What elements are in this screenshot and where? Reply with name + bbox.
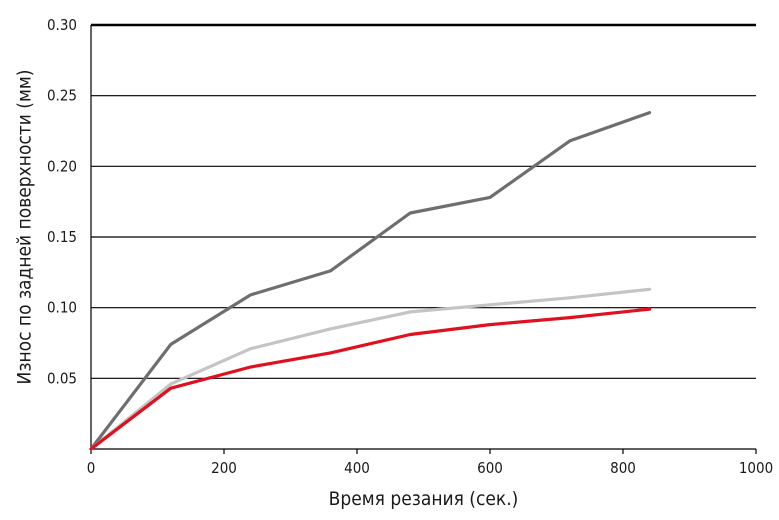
tick-labels: 0 200 400 600 800 1000 0.05 0.10 0.15 0.20 0.25 0.3… xyxy=(47,16,773,477)
y-tick-label: 0.15 xyxy=(47,228,77,246)
x-tick-label: 600 xyxy=(477,459,503,477)
y-tick-label: 0.20 xyxy=(47,157,77,175)
series-lines xyxy=(89,110,652,451)
y-axis-label: Износ по задней поверхности (мм) xyxy=(14,70,36,385)
x-tick-label: 200 xyxy=(211,459,237,477)
y-tick-label: 0.25 xyxy=(47,87,77,105)
series-line-3 xyxy=(89,307,652,451)
x-tick-label: 1000 xyxy=(739,459,773,477)
x-tick-label: 400 xyxy=(344,459,370,477)
y-tick-label: 0.10 xyxy=(47,299,77,317)
gridlines xyxy=(91,23,756,379)
x-tick-label: 800 xyxy=(610,459,636,477)
y-tick-label: 0.30 xyxy=(47,16,77,34)
x-axis-label: Время резания (сек.) xyxy=(329,488,519,510)
axes xyxy=(90,25,757,454)
x-tick-label: 0 xyxy=(87,459,96,477)
series-line-2 xyxy=(89,287,652,451)
y-tick-label: 0.05 xyxy=(47,369,77,387)
series-line-1 xyxy=(89,110,652,451)
